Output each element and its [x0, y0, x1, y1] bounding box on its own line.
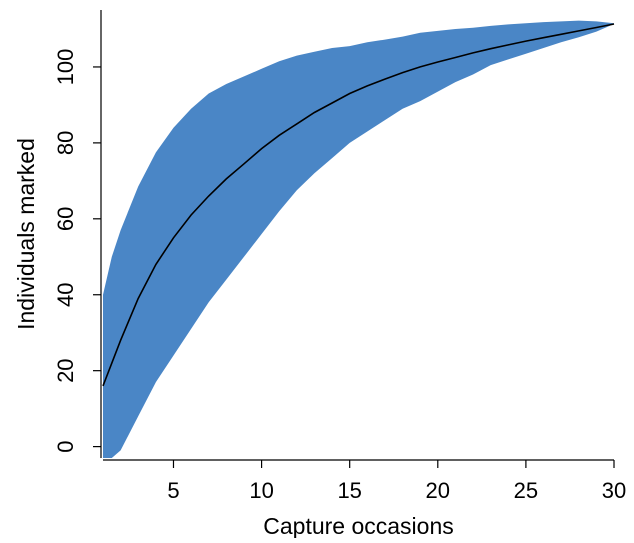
y-axis-ticks: 0 20 40 60 80 100: [53, 49, 101, 453]
y-tick-label: 100: [53, 49, 78, 86]
x-tick-label: 5: [167, 478, 179, 503]
y-axis-label: Individuals marked: [13, 138, 39, 330]
y-tick-label: 80: [53, 131, 78, 155]
x-tick-label: 25: [514, 478, 538, 503]
y-tick-label: 60: [53, 207, 78, 231]
mean-curve-line: [102, 23, 615, 387]
y-tick-label: 20: [53, 358, 78, 382]
mean-line-layer: [102, 23, 615, 387]
x-axis-ticks: 5 10 15 20 25 30: [167, 460, 626, 503]
y-tick-label: 0: [53, 440, 78, 452]
confidence-band-layer: [103, 20, 614, 458]
y-tick-label: 40: [53, 283, 78, 307]
confidence-band: [103, 20, 614, 458]
axes-layer: 5 10 15 20 25 30 0 20 40 60 80 100: [53, 10, 626, 503]
x-axis-label: Capture occasions: [263, 513, 454, 538]
x-tick-label: 30: [602, 478, 626, 503]
x-tick-label: 20: [426, 478, 450, 503]
x-tick-label: 10: [249, 478, 273, 503]
x-tick-label: 15: [337, 478, 361, 503]
